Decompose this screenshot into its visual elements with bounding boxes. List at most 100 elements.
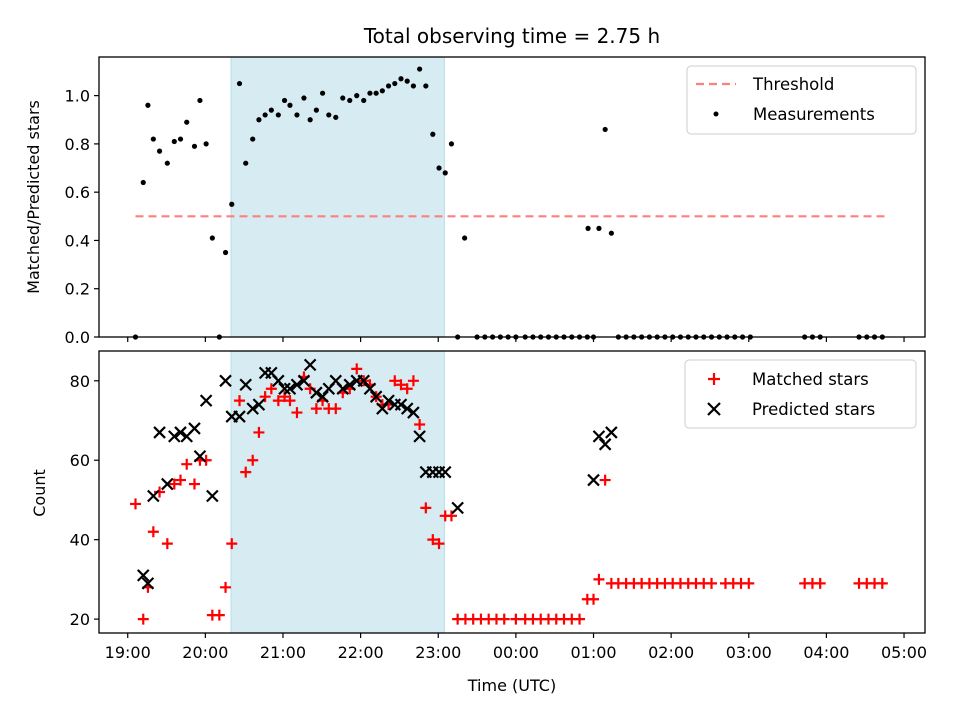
measurement-point xyxy=(203,141,209,147)
matched-star-point xyxy=(265,383,277,395)
matched-star-point xyxy=(272,395,284,407)
legend-threshold-label: Threshold xyxy=(752,75,834,94)
y-tick-label: 80 xyxy=(70,372,90,391)
matched-star-point xyxy=(814,577,826,589)
matched-star-point xyxy=(414,418,426,430)
measurement-point xyxy=(262,112,268,118)
matched-star-point xyxy=(395,379,407,391)
predicted-star-point xyxy=(233,410,246,423)
predicted-star-point xyxy=(278,382,291,396)
measurement-point xyxy=(140,179,146,186)
measurement-point xyxy=(171,138,177,145)
predicted-star-point xyxy=(363,382,377,396)
measurement-point xyxy=(404,78,410,84)
matched-star-point xyxy=(161,538,173,550)
measurement-point xyxy=(423,83,429,89)
measurement-point xyxy=(287,102,293,108)
measurement-point xyxy=(184,119,190,125)
top-x-ticks xyxy=(127,337,905,342)
top-highlight-band xyxy=(230,56,445,338)
predicted-star-point xyxy=(413,430,426,443)
predicted-star-point xyxy=(193,449,207,463)
measurement-point xyxy=(392,80,398,87)
predicted-star-point xyxy=(407,406,420,419)
predicted-star-point xyxy=(297,374,311,388)
predicted-star-point xyxy=(451,501,464,515)
matched-star-point xyxy=(213,609,225,621)
measurement-point xyxy=(250,136,256,142)
x-tick-label: 21:00 xyxy=(260,643,306,662)
y-tick-label: 0.8 xyxy=(65,135,90,154)
predicted-star-point xyxy=(303,358,317,372)
bottom-highlight-band xyxy=(230,350,445,634)
top-legend: Threshold Measurements xyxy=(686,65,917,135)
legend-predicted-swatch xyxy=(707,402,721,416)
matched-star-point xyxy=(574,613,586,625)
measurement-point xyxy=(379,88,385,94)
predicted-star-point xyxy=(219,374,232,388)
measurement-point xyxy=(354,93,360,99)
measurement-point xyxy=(326,112,332,118)
matched-star-point xyxy=(137,613,149,625)
y-tick-label: 20 xyxy=(70,610,90,629)
predicted-star-point xyxy=(168,430,181,443)
matched-star-point xyxy=(510,613,522,625)
measurement-point xyxy=(229,201,235,207)
y-tick-label: 0.4 xyxy=(65,231,90,250)
measurement-point xyxy=(191,143,198,149)
measurement-point xyxy=(145,102,151,108)
matched-star-point xyxy=(259,391,271,403)
predicted-star-point xyxy=(252,398,266,411)
measurement-point xyxy=(373,90,379,96)
measurement-point xyxy=(307,117,313,123)
measurement-point xyxy=(398,76,404,82)
matched-star-point xyxy=(168,478,180,490)
count-points xyxy=(129,358,888,625)
measurement-point xyxy=(319,90,326,96)
matched-star-point xyxy=(706,577,718,589)
predicted-star-point xyxy=(316,390,329,403)
predicted-star-point xyxy=(605,426,618,439)
predicted-star-point xyxy=(336,382,350,396)
predicted-star-point xyxy=(174,426,187,439)
matched-star-point xyxy=(445,510,457,522)
bottom-legend-box xyxy=(684,359,917,429)
measurement-point xyxy=(361,97,367,104)
matched-star-point xyxy=(588,593,600,605)
matched-star-point xyxy=(498,613,510,625)
x-tick-label: 03:00 xyxy=(726,643,772,662)
x-tick-label: 02:00 xyxy=(648,643,694,662)
legend-predicted-label: Predicted stars xyxy=(752,400,875,419)
x-tick-label: 20:00 xyxy=(182,643,228,662)
measurement-point xyxy=(177,136,184,142)
matched-star-point xyxy=(599,474,611,486)
matched-star-point xyxy=(593,573,605,585)
x-axis-label: Time (UTC) xyxy=(467,676,556,695)
predicted-star-point xyxy=(598,438,612,451)
legend-measurements-label: Measurements xyxy=(753,105,875,124)
predicted-star-point xyxy=(394,398,408,411)
measurement-point xyxy=(385,83,392,89)
measurement-point xyxy=(417,66,423,72)
matched-star-point xyxy=(234,395,246,407)
x-tick-label: 01:00 xyxy=(570,643,616,662)
measurement-point xyxy=(236,80,243,87)
bottom-y-ticks: 20 40 60 80 xyxy=(70,372,99,629)
measurement-point xyxy=(209,235,215,241)
measurement-point xyxy=(442,170,448,176)
bottom-panel: 20 40 60 80 19:00 20:00 21:00 22:00 23:00 00:00 0… xyxy=(30,350,927,695)
predicted-star-point xyxy=(246,402,259,415)
measurement-point xyxy=(281,97,288,104)
x-tick-label: 05:00 xyxy=(881,643,927,662)
measurement-point xyxy=(294,112,300,118)
matched-star-point xyxy=(226,538,238,550)
predicted-star-point xyxy=(290,378,304,392)
measurement-point xyxy=(243,160,249,166)
predicted-star-point xyxy=(199,394,213,407)
matched-star-point xyxy=(743,577,755,589)
matched-star-point xyxy=(181,458,193,470)
matched-star-point xyxy=(407,375,419,387)
measurement-point xyxy=(333,114,339,120)
matched-star-point xyxy=(291,407,303,419)
